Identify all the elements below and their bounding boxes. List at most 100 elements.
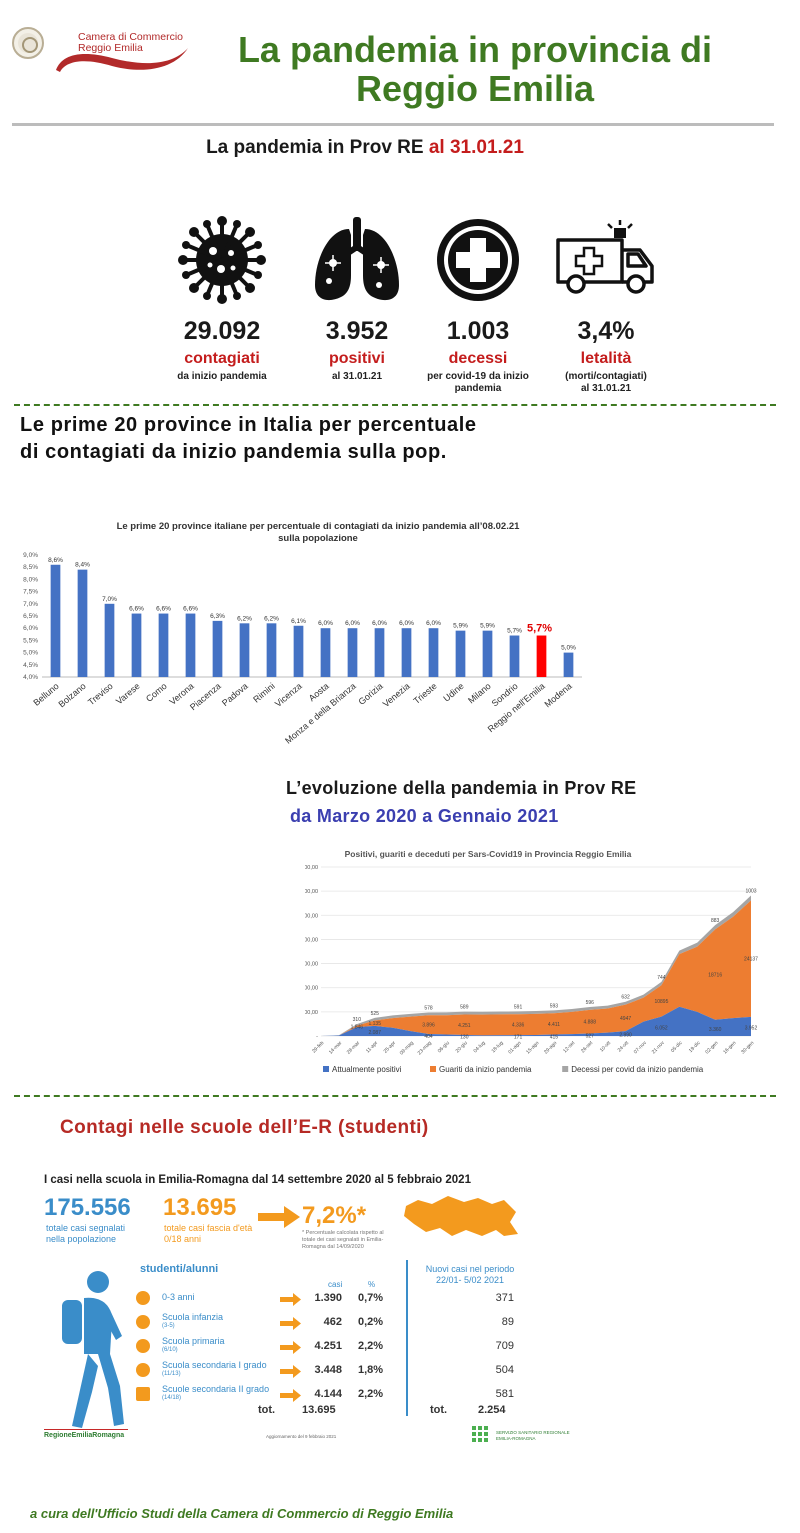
bar-value-label: 6,0% <box>426 620 441 627</box>
school-footer-region: RegioneEmiliaRomagna <box>44 1432 125 1439</box>
point-label: 4.411 <box>548 1022 560 1028</box>
category-label: Modena <box>542 681 573 710</box>
bar-value-label: 6,6% <box>156 606 171 613</box>
y-tick-label: 5.000,00 <box>305 1010 318 1016</box>
section-divider <box>14 404 776 406</box>
x-tick-label: 07-nov <box>633 1040 648 1055</box>
header-divider <box>12 123 774 126</box>
bar <box>374 628 385 677</box>
point-label: 1.135 <box>368 1021 381 1027</box>
bar <box>77 569 88 677</box>
school-pct-note: * Percentuale calcolata rispetto al tota… <box>302 1230 384 1251</box>
bar <box>158 613 169 677</box>
kpi-sublabel-2: pandemia <box>454 383 502 394</box>
school-row-label: Scuola primaria <box>162 1336 225 1346</box>
kpi-card-positivi: 3.952 positivi al 31.01.21 <box>277 215 437 383</box>
x-tick-label: 11-apr <box>365 1040 379 1054</box>
school-column-divider <box>406 1260 408 1416</box>
kpi-sublabel-2: al 31.01.21 <box>580 383 632 394</box>
school-row-label: 0-3 anni <box>162 1292 195 1302</box>
arrow-right-icon <box>280 1389 301 1402</box>
logo-name-line1: Camera di Commercio <box>78 31 184 43</box>
provinces-bar-chart: Le prime 20 province italiane per percen… <box>23 521 582 746</box>
area-series <box>321 895 751 1036</box>
arrow-right-icon <box>280 1341 301 1354</box>
x-tick-label: 30-gen <box>740 1040 755 1055</box>
point-label: 883 <box>711 918 720 924</box>
emilia-romagna-map-icon <box>404 1196 518 1236</box>
x-tick-label: 01-ago <box>507 1040 522 1055</box>
x-tick-label: 18-lug <box>491 1040 505 1054</box>
baby-icon <box>136 1291 150 1305</box>
point-label: 596 <box>586 1000 595 1006</box>
bar <box>563 652 574 677</box>
y-tick-label: 8,5% <box>23 564 38 571</box>
x-tick-label: 29-ago <box>543 1040 558 1055</box>
school-footer-line <box>44 1429 128 1430</box>
point-label: 2.087 <box>368 1030 381 1036</box>
x-tick-label: 09-mag <box>399 1040 415 1056</box>
kpi-label: contagiati <box>184 350 260 367</box>
kpi-title-date: al 31.01.21 <box>428 137 524 158</box>
point-label: 591 <box>514 1004 523 1010</box>
x-tick-label: 15-ago <box>525 1040 540 1055</box>
point-label: 310 <box>353 1017 362 1023</box>
school-footer-health: SERVIZIO SANITARIO REGIONALE EMILIA-ROMA… <box>496 1430 570 1442</box>
kpi-value: 29.092 <box>183 317 261 345</box>
evolution-area-chart: Positivi, guariti e deceduti per Sars-Co… <box>305 849 758 1074</box>
school-tot-nuovi: 2.254 <box>478 1404 506 1416</box>
school-row-pct: 0,7% <box>358 1292 384 1304</box>
school-row-pct: 0,2% <box>358 1316 384 1328</box>
category-label: Padova <box>220 681 250 708</box>
bar <box>293 625 304 677</box>
y-tick-label: 5,0% <box>23 650 38 657</box>
point-label: 593 <box>550 1003 559 1009</box>
bar <box>320 628 331 677</box>
school-pct-value: 7,2%* <box>302 1202 367 1229</box>
x-tick-label: 23-mag <box>417 1040 433 1056</box>
school-row: Scuola secondaria I grado (11/13) 3.448 1,8… <box>40 1360 585 1382</box>
y-tick-label: 6,0% <box>23 625 38 632</box>
section-schools-title: Contagi nelle scuole dell’E-R (studenti) <box>60 1117 429 1138</box>
bar-value-label: 5,9% <box>453 623 468 630</box>
page-footer: a cura dell'Ufficio Studi della Camera d… <box>30 1506 454 1521</box>
category-label: Milano <box>466 681 493 706</box>
y-tick-label: 4,0% <box>23 674 38 681</box>
bar <box>455 630 466 677</box>
child-icon <box>136 1315 150 1329</box>
point-label: 744 <box>657 975 666 981</box>
kpi-card-contagiati: 29.092 contagiati da inizio pandemia <box>142 215 302 383</box>
x-tick-label: 25-apr <box>383 1040 398 1055</box>
bar-value-label: 7,0% <box>102 596 117 603</box>
bar-value-label: 6,6% <box>183 606 198 613</box>
logo-swoosh-icon <box>56 48 188 72</box>
arrow-right-icon <box>280 1293 301 1306</box>
category-label: Udine <box>441 681 465 704</box>
kpi-value: 3,4% <box>577 317 635 345</box>
bar-value-label: 6,0% <box>345 620 360 627</box>
school-total-value: 175.556 <box>44 1194 131 1221</box>
x-tick-label: 26-set <box>580 1040 595 1055</box>
section-divider <box>14 1095 776 1097</box>
area-series <box>321 900 751 1036</box>
category-label: Vicenza <box>273 681 304 709</box>
student-figure-icon <box>62 1271 124 1428</box>
kpi-title-prefix: La pandemia in Prov RE <box>206 137 424 158</box>
legend-label: Decessi per covid da inizio pandemia <box>571 1065 704 1074</box>
school-col-casi: casi <box>328 1280 343 1289</box>
school-row: 0-3 anni 1.390 0,7% 371 <box>40 1288 585 1310</box>
school-row-sublabel: (14/18) <box>162 1395 182 1401</box>
y-tick-label: 15.000,00 <box>305 962 318 968</box>
bar-value-label: 6,0% <box>372 620 387 627</box>
kpi-value: 1.003 <box>446 317 510 345</box>
school-row-label: Scuola secondaria I grado <box>162 1360 267 1370</box>
kpi-value: 3.952 <box>325 317 389 345</box>
bar <box>239 623 250 677</box>
school-row-nuovi: 581 <box>495 1388 514 1400</box>
y-tick-label: - <box>316 1034 318 1040</box>
page-title-line2: Reggio Emilia <box>355 68 595 109</box>
y-tick-label: 30.000,00 <box>305 889 318 895</box>
bar <box>104 603 115 677</box>
point-label: 4.336 <box>512 1023 525 1029</box>
y-tick-label: 10.000,00 <box>305 986 318 992</box>
